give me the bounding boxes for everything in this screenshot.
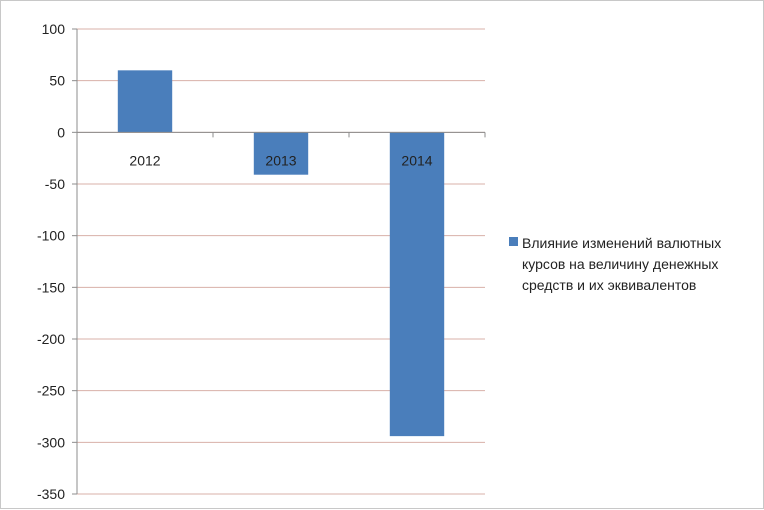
y-tick-label: -100: [37, 228, 65, 244]
y-tick-label: 0: [57, 124, 65, 140]
category-labels: 2012 2013 2014: [129, 152, 432, 168]
y-tick-label: -50: [45, 176, 65, 192]
y-tick-label: -350: [37, 486, 65, 502]
category-label-2012: 2012: [129, 152, 160, 168]
category-label-2014: 2014: [401, 152, 432, 168]
legend-entry-label: Влияние изменений валютных курсов на вел…: [522, 235, 722, 293]
bar-2013: [253, 132, 309, 175]
bar-2014: [389, 132, 445, 437]
y-tick-label: 100: [42, 21, 66, 37]
axes: [72, 28, 486, 495]
y-tick-labels: 100 50 0 -50 -100 -150 -200 -250 -300 -350: [37, 21, 65, 502]
category-label-2013: 2013: [265, 152, 296, 168]
y-tick-label: 50: [49, 73, 65, 89]
y-tick-label: -150: [37, 279, 65, 295]
y-tick-label: -300: [37, 434, 65, 450]
y-tick-label: -250: [37, 383, 65, 399]
bars: [117, 70, 445, 437]
legend-swatch: [509, 237, 518, 246]
bar-2012: [117, 70, 173, 133]
y-tick-label: -200: [37, 331, 65, 347]
legend: Влияние изменений валютных курсов на вел…: [509, 233, 759, 296]
